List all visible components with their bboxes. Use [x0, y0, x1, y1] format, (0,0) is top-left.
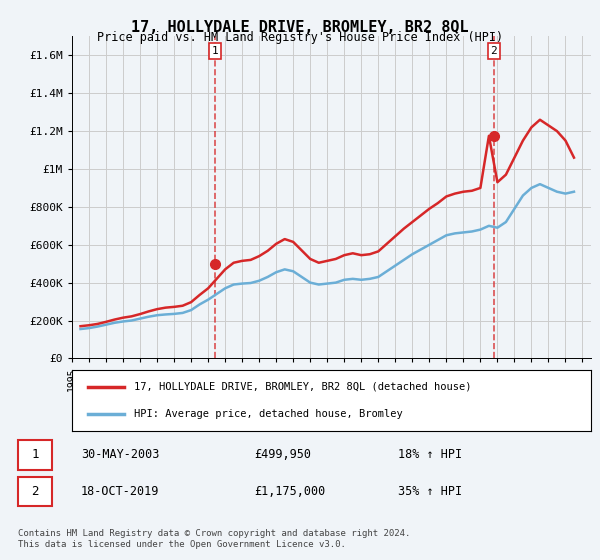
Text: 18% ↑ HPI: 18% ↑ HPI: [398, 449, 462, 461]
Text: 17, HOLLYDALE DRIVE, BROMLEY, BR2 8QL: 17, HOLLYDALE DRIVE, BROMLEY, BR2 8QL: [131, 20, 469, 35]
Text: Contains HM Land Registry data © Crown copyright and database right 2024.
This d: Contains HM Land Registry data © Crown c…: [18, 529, 410, 549]
Text: 1: 1: [31, 449, 39, 461]
Text: HPI: Average price, detached house, Bromley: HPI: Average price, detached house, Brom…: [134, 409, 403, 419]
Text: 2: 2: [31, 485, 39, 498]
Text: 35% ↑ HPI: 35% ↑ HPI: [398, 485, 462, 498]
Text: £1,175,000: £1,175,000: [254, 485, 325, 498]
FancyBboxPatch shape: [18, 440, 52, 469]
Text: 2: 2: [490, 46, 497, 56]
Text: 18-OCT-2019: 18-OCT-2019: [81, 485, 160, 498]
Text: 1: 1: [212, 46, 218, 56]
Text: 17, HOLLYDALE DRIVE, BROMLEY, BR2 8QL (detached house): 17, HOLLYDALE DRIVE, BROMLEY, BR2 8QL (d…: [134, 382, 472, 392]
Text: £499,950: £499,950: [254, 449, 311, 461]
Text: Price paid vs. HM Land Registry's House Price Index (HPI): Price paid vs. HM Land Registry's House …: [97, 31, 503, 44]
FancyBboxPatch shape: [18, 477, 52, 506]
Text: 30-MAY-2003: 30-MAY-2003: [81, 449, 160, 461]
